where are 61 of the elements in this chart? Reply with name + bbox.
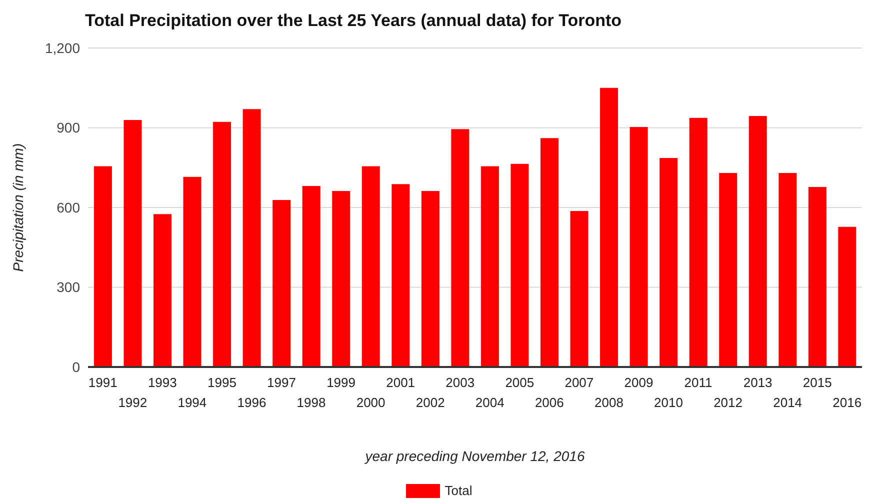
- x-tick-label: 2013: [743, 375, 772, 390]
- bar: [332, 191, 350, 367]
- bar: [242, 109, 261, 367]
- bar: [272, 200, 291, 367]
- x-tick-label: 1997: [267, 375, 296, 390]
- x-tick-label: 2006: [534, 395, 564, 410]
- x-tick-label: 1993: [148, 375, 177, 390]
- x-tick-label: 2001: [386, 375, 416, 390]
- x-tick-label: 1991: [88, 375, 118, 390]
- y-tick-label: 0: [72, 358, 80, 375]
- bar: [94, 166, 112, 367]
- x-tick-label: 2003: [446, 375, 475, 390]
- y-tick-label: 600: [56, 199, 80, 216]
- x-tick-label: 2016: [832, 395, 862, 410]
- bar: [540, 138, 558, 367]
- bar: [124, 120, 142, 367]
- y-tick-label: 300: [56, 279, 80, 296]
- y-tick-label: 900: [56, 120, 80, 136]
- x-tick-label: 2012: [714, 395, 742, 410]
- x-tick-label: 2000: [356, 395, 386, 410]
- bar: [630, 126, 648, 367]
- x-tick-label: 1998: [296, 395, 326, 410]
- bar: [808, 187, 826, 367]
- bar: [719, 172, 738, 367]
- x-tick-label: 2015: [802, 375, 832, 390]
- bar: [660, 158, 678, 367]
- bar: [778, 172, 797, 367]
- chart-title: Total Precipitation over the Last 25 Years (annual data) for Toronto: [85, 11, 622, 31]
- bar: [570, 210, 588, 367]
- bar: [689, 118, 708, 367]
- x-tick-label: 2007: [564, 375, 594, 390]
- x-tick-label: 2004: [475, 395, 504, 410]
- bar: [302, 186, 320, 367]
- y-tick-label: 1,200: [44, 40, 80, 56]
- bar: [392, 184, 410, 367]
- bar: [600, 88, 618, 367]
- x-tick-label: 1996: [237, 395, 266, 410]
- bar: [451, 129, 470, 367]
- bar: [748, 116, 767, 367]
- bar: [362, 166, 380, 367]
- bar: [213, 122, 232, 367]
- bar: [421, 191, 440, 367]
- x-tick-label: 1994: [178, 395, 207, 410]
- x-tick-label: 1992: [118, 395, 148, 410]
- x-tick-label: 2014: [773, 395, 802, 410]
- x-tick-label: 2005: [505, 375, 534, 390]
- x-tick-label: 2010: [654, 395, 683, 410]
- bar: [838, 226, 856, 367]
- x-tick-label: 2011: [684, 375, 712, 390]
- x-tick-label: 2009: [624, 375, 654, 390]
- x-tick-label: 1999: [326, 375, 356, 390]
- x-tick-label: 2008: [594, 395, 624, 410]
- bar: [510, 164, 529, 367]
- bar: [183, 176, 202, 367]
- bar: [153, 214, 172, 367]
- x-tick-label: 1995: [208, 375, 236, 390]
- bar: [480, 166, 499, 367]
- x-axis-title: year preceding November 12, 2016: [364, 448, 585, 464]
- legend-label: Total: [444, 483, 472, 498]
- x-tick-label: 2002: [416, 395, 445, 410]
- y-axis-title: Precipitation (in mm): [10, 143, 26, 272]
